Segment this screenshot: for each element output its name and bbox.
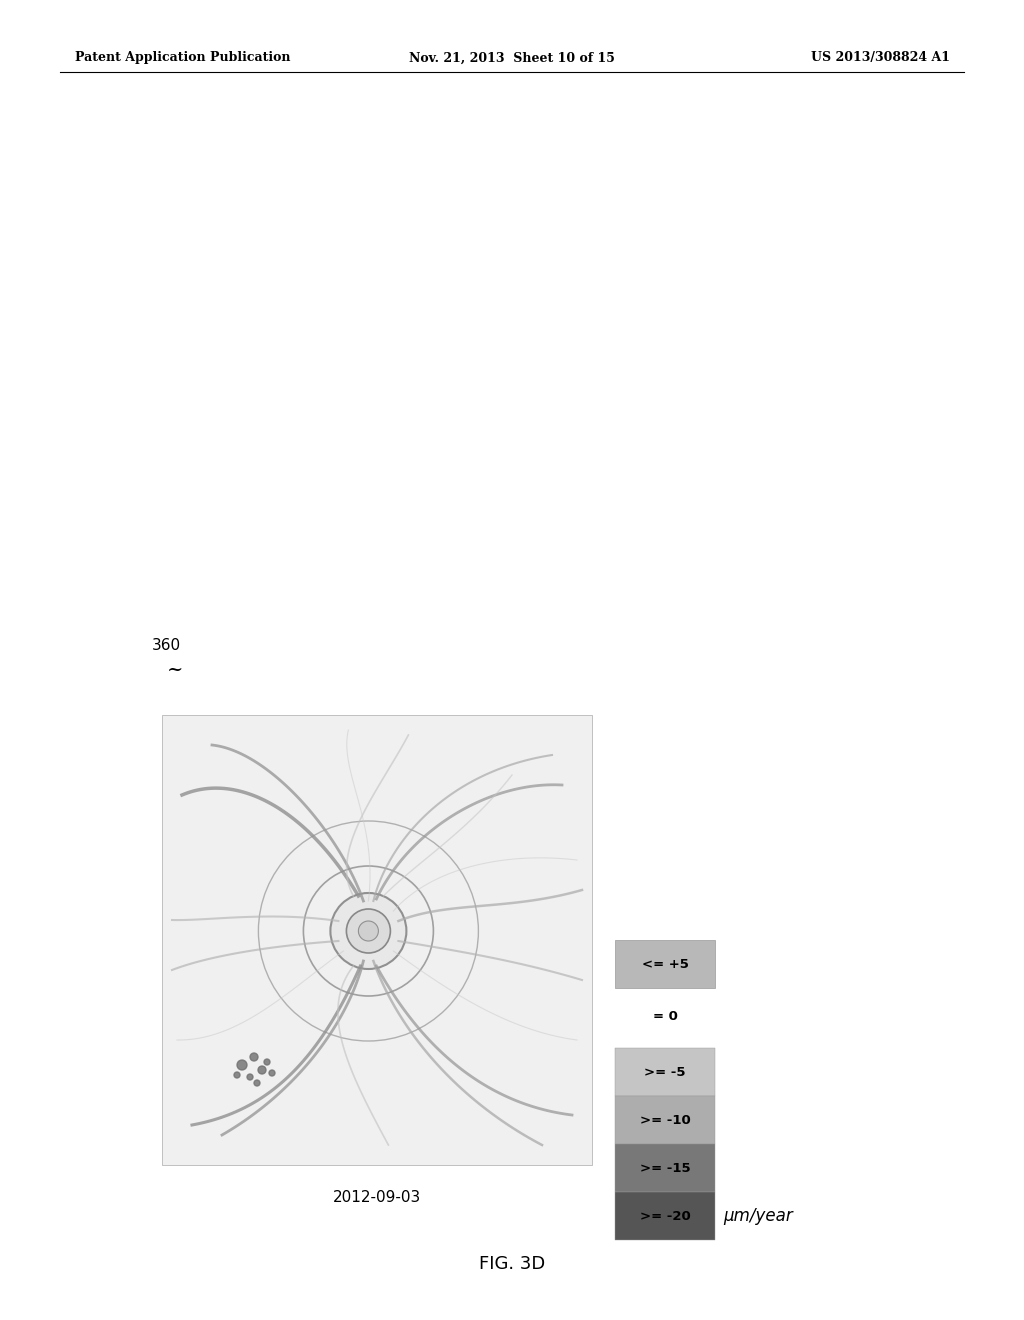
- Bar: [162, 715, 592, 1166]
- Circle shape: [264, 1059, 270, 1065]
- Bar: [615, 1048, 715, 1096]
- Bar: [615, 1192, 715, 1239]
- Text: 2012-09-03: 2012-09-03: [333, 1191, 421, 1205]
- Circle shape: [258, 1067, 266, 1074]
- Circle shape: [234, 1072, 240, 1078]
- Text: FIG. 3D: FIG. 3D: [479, 1255, 545, 1272]
- Text: <= +5: <= +5: [642, 957, 688, 970]
- Text: >= -10: >= -10: [640, 1114, 690, 1126]
- Circle shape: [331, 894, 407, 969]
- Text: ~: ~: [167, 661, 183, 678]
- Text: >= -5: >= -5: [644, 1065, 686, 1078]
- Text: = 0: = 0: [652, 1010, 678, 1023]
- Bar: [615, 1096, 715, 1144]
- Circle shape: [358, 921, 379, 941]
- Circle shape: [254, 1080, 260, 1086]
- Bar: [615, 940, 715, 987]
- Text: Nov. 21, 2013  Sheet 10 of 15: Nov. 21, 2013 Sheet 10 of 15: [409, 51, 615, 65]
- Bar: [615, 1144, 715, 1192]
- Circle shape: [250, 1053, 258, 1061]
- Text: 360: 360: [152, 638, 181, 652]
- Circle shape: [247, 1074, 253, 1080]
- Circle shape: [269, 1071, 275, 1076]
- Text: US 2013/308824 A1: US 2013/308824 A1: [811, 51, 950, 65]
- Text: Patent Application Publication: Patent Application Publication: [75, 51, 291, 65]
- Text: >= -20: >= -20: [640, 1209, 690, 1222]
- Text: μm/year: μm/year: [723, 1206, 793, 1225]
- Circle shape: [346, 909, 390, 953]
- Text: >= -15: >= -15: [640, 1162, 690, 1175]
- Circle shape: [237, 1060, 247, 1071]
